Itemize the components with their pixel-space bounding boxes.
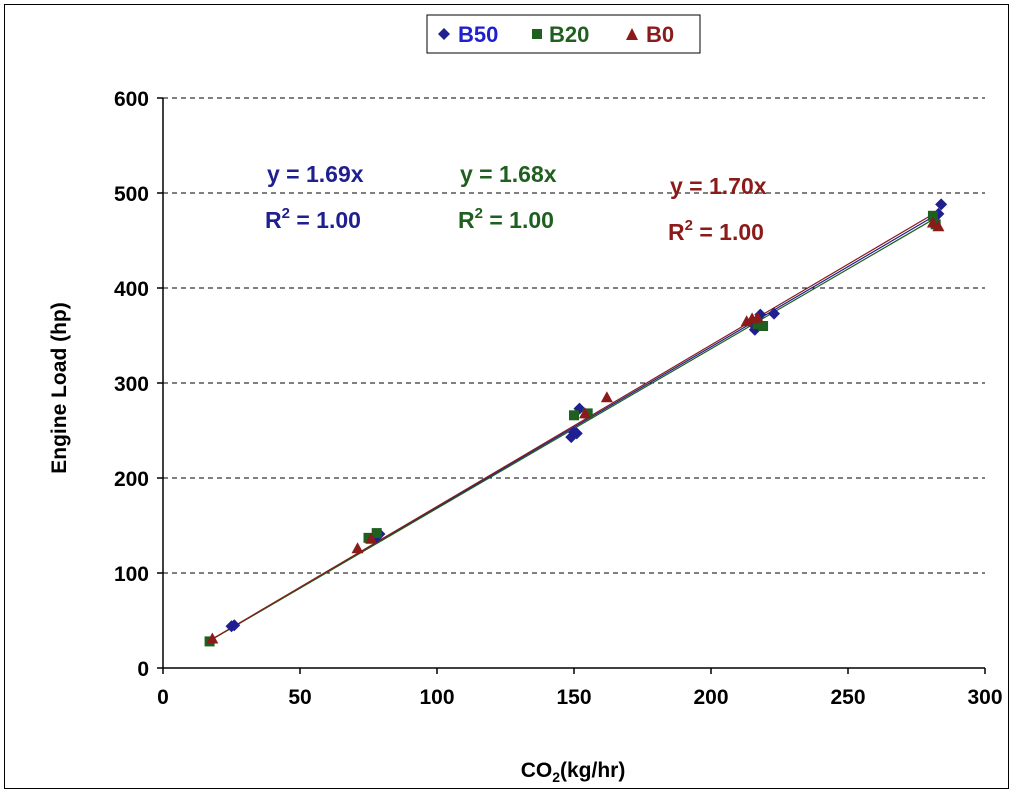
y-tick-label: 500 — [114, 183, 149, 206]
point-b0 — [206, 632, 219, 644]
legend-label-b0: B0 — [646, 22, 674, 47]
legend-label-b50: B50 — [458, 22, 498, 47]
point-b50 — [935, 198, 948, 211]
point-b0 — [365, 532, 378, 544]
y-axis-label: Engine Load (hp) — [48, 302, 71, 473]
point-b20 — [371, 528, 382, 539]
r2-b20-value: = 1.00 — [483, 207, 554, 233]
r2-b50: R2 = 1.00 — [265, 205, 361, 233]
x-tick-label: 0 — [157, 686, 169, 709]
point-b0 — [351, 542, 364, 554]
point-b0 — [926, 216, 939, 228]
tick-labels: 0 100 200 300 400 500 600 0 50 100 150 200 250 300 — [114, 88, 1003, 709]
r2-b0-value: = 1.00 — [693, 219, 764, 245]
grid-lines — [163, 97, 985, 574]
axes — [157, 97, 986, 674]
x-tick-label: 250 — [830, 686, 865, 709]
r2-b50-value: = 1.00 — [290, 207, 361, 233]
r2-b20-label: R — [458, 207, 475, 233]
annotation-b50: y = 1.69x R2 = 1.00 — [265, 161, 364, 233]
regression-lines — [209, 210, 942, 642]
y-tick-label: 300 — [114, 373, 149, 396]
legend-marker-b20 — [532, 29, 542, 39]
point-b50 — [225, 620, 238, 633]
legend: B50 B20 B0 — [426, 14, 701, 54]
x-tick-label: 50 — [288, 686, 311, 709]
x-tick-label: 150 — [556, 686, 591, 709]
r2-b0-sup: 2 — [685, 217, 693, 234]
x-tick-label: 100 — [419, 686, 454, 709]
r2-b50-label: R — [265, 207, 282, 233]
annotation-b0: y = 1.70x R2 = 1.00 — [668, 173, 767, 245]
point-b0 — [932, 220, 945, 232]
r2-b50-sup: 2 — [282, 205, 290, 222]
r2-b0-label: R — [668, 219, 685, 245]
legend-marker-b50 — [438, 28, 450, 40]
point-b20 — [752, 319, 763, 330]
equation-b0: y = 1.70x — [670, 173, 767, 199]
point-b0 — [751, 311, 764, 323]
x-axis-label: CO2(kg/hr) — [521, 759, 626, 785]
equation-b20: y = 1.68x — [460, 161, 557, 187]
annotation-b20: y = 1.68x R2 = 1.00 — [458, 161, 557, 233]
legend-box — [426, 14, 701, 54]
data-points — [204, 198, 948, 647]
r2-b20-sup: 2 — [475, 205, 483, 222]
point-b0 — [600, 391, 613, 403]
point-b50 — [768, 307, 781, 320]
point-b50 — [570, 427, 583, 440]
x-axis-label-sub: 2 — [552, 769, 560, 785]
point-b20 — [927, 210, 938, 221]
y-tick-label: 600 — [114, 88, 149, 111]
point-b0 — [740, 315, 753, 327]
x-axis-label-main: CO — [521, 759, 553, 782]
trendline-b0 — [212, 210, 939, 640]
y-tick-label: 0 — [137, 658, 149, 681]
y-tick-label: 200 — [114, 468, 149, 491]
r2-b0: R2 = 1.00 — [668, 217, 764, 245]
chart-frame — [4, 4, 1009, 789]
point-b20 — [569, 410, 579, 421]
point-b20 — [758, 321, 769, 331]
y-tick-label: 100 — [114, 563, 149, 586]
x-tick-label: 200 — [693, 686, 728, 709]
y-tick-label: 400 — [114, 278, 149, 301]
x-tick-label: 300 — [967, 686, 1002, 709]
legend-label-b20: B20 — [549, 22, 589, 47]
x-axis-label-rest: (kg/hr) — [560, 759, 625, 782]
r2-b20: R2 = 1.00 — [458, 205, 554, 233]
legend-marker-b0 — [626, 28, 638, 40]
point-b0 — [578, 407, 591, 419]
equation-b50: y = 1.69x — [267, 161, 364, 187]
